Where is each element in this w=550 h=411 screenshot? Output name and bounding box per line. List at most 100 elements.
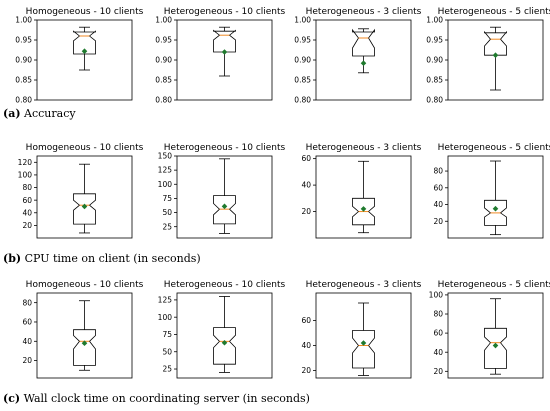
- y-tick-label: 20: [433, 367, 443, 376]
- y-tick-label: 80: [433, 167, 443, 176]
- plot-frame: [176, 292, 273, 379]
- box: [484, 327, 507, 369]
- subfigure-caption-text: Wall clock time on coordinating server (…: [20, 392, 310, 405]
- y-tick-label: 125: [158, 166, 173, 175]
- y-tick-label: 40: [22, 208, 32, 217]
- box: [484, 199, 507, 226]
- y-tick-label: 20: [301, 207, 311, 216]
- mean-marker: [492, 52, 499, 58]
- subfigure-caption-text: Accuracy: [21, 107, 77, 120]
- y-tick-label: 0.90: [155, 56, 172, 65]
- y-tick-label: 100: [18, 171, 33, 180]
- chart-title: Heterogeneous - 10 clients: [164, 7, 286, 17]
- mean-marker: [81, 48, 88, 54]
- y-tick-label: 75: [162, 330, 172, 339]
- y-tick-label: 0.90: [426, 56, 443, 65]
- chart-title: Homogeneous - 10 clients: [26, 7, 144, 17]
- chart-panel: Homogeneous - 10 clients 0.80 0.85 0.90 0.95…: [15, 7, 143, 105]
- chart-panel: Heterogeneous - 5 clients 0.80 0.85 0.90 0.9…: [426, 7, 550, 105]
- chart-panel: Heterogeneous - 3 clients 20 40 60: [301, 280, 422, 379]
- y-tick-label: 1.00: [155, 16, 172, 25]
- y-tick-label: 0.90: [294, 56, 311, 65]
- box: [352, 197, 375, 226]
- mean-marker: [492, 342, 499, 349]
- y-tick-label: 25: [162, 365, 172, 374]
- y-tick-label: 40: [22, 337, 32, 346]
- chart-panel: Heterogeneous - 3 clients 0.80 0.85 0.90 0.9…: [294, 7, 421, 105]
- plot-frame: [447, 292, 544, 379]
- y-tick-label: 80: [22, 183, 32, 192]
- y-tick-label: 40: [301, 341, 311, 350]
- chart-row-3: Homogeneous - 10 clients20406080Heteroge…: [3, 280, 550, 405]
- subfigure-label: (a): [3, 107, 21, 120]
- y-tick-label: 0.80: [426, 96, 443, 105]
- y-tick-label: 60: [433, 183, 443, 192]
- subfigure-caption: (b) CPU time on client (in seconds): [3, 252, 201, 265]
- mean-marker: [360, 340, 367, 346]
- y-tick-label: 80: [433, 310, 443, 319]
- y-tick-label: 0.95: [15, 36, 32, 45]
- y-tick-label: 50: [162, 208, 172, 217]
- subfigure-label: (b): [3, 252, 21, 265]
- y-tick-label: 0.85: [15, 76, 32, 85]
- y-tick-label: 20: [22, 356, 32, 365]
- plot-frame: [315, 155, 412, 239]
- chart-title: Heterogeneous - 3 clients: [306, 143, 422, 153]
- y-tick-label: 20: [301, 366, 311, 375]
- y-tick-label: 0.80: [15, 96, 32, 105]
- subfigure-caption: (c) Wall clock time on coordinating serv…: [3, 392, 310, 405]
- plot-frame: [315, 19, 412, 101]
- box: [352, 28, 375, 57]
- chart-title: Heterogeneous - 5 clients: [438, 143, 550, 153]
- y-tick-label: 1.00: [294, 16, 311, 25]
- y-tick-label: 40: [433, 348, 443, 357]
- box: [213, 29, 236, 53]
- y-tick-label: 60: [301, 154, 311, 163]
- y-tick-label: 0.95: [294, 36, 311, 45]
- plot-frame: [447, 155, 544, 239]
- plot-frame: [315, 292, 412, 379]
- mean-marker: [221, 339, 228, 346]
- y-tick-label: 40: [301, 181, 311, 190]
- chart-panel: Heterogeneous - 10 clients 25 50 75 100 125 15…: [158, 143, 286, 239]
- plot-frame: [176, 155, 273, 239]
- chart-panel: Heterogeneous - 5 clients 20 40 60 80 100: [429, 280, 550, 379]
- y-tick-label: 0.80: [294, 96, 311, 105]
- y-tick-label: 0.85: [426, 76, 443, 85]
- y-tick-label: 100: [429, 291, 444, 300]
- y-tick-label: 125: [158, 296, 173, 305]
- chart-panel: Heterogeneous - 10 clients 0.80 0.85 0.90 0.…: [155, 7, 285, 105]
- mean-marker: [360, 206, 367, 212]
- chart-title: Heterogeneous - 3 clients: [306, 7, 422, 17]
- mean-marker: [492, 205, 499, 212]
- box: [73, 30, 96, 55]
- subfigure-caption-text: CPU time on client (in seconds): [21, 252, 201, 265]
- mean-marker: [360, 60, 367, 66]
- y-tick-label: 0.95: [155, 36, 172, 45]
- box: [213, 195, 236, 225]
- mean-marker: [81, 340, 88, 347]
- y-tick-label: 0.90: [15, 56, 32, 65]
- chart-title: Heterogeneous - 10 clients: [164, 280, 286, 290]
- mean-marker: [221, 49, 228, 55]
- y-tick-label: 120: [18, 158, 33, 167]
- y-tick-label: 40: [433, 200, 443, 209]
- y-tick-label: 0.95: [426, 36, 443, 45]
- y-tick-label: 1.00: [15, 16, 32, 25]
- mean-marker: [221, 203, 228, 210]
- chart-title: Heterogeneous - 10 clients: [164, 143, 286, 153]
- y-tick-label: 1.00: [426, 16, 443, 25]
- box: [73, 329, 96, 366]
- chart-panel: Homogeneous - 10 clients 20 40 60 80 100 120: [18, 143, 144, 239]
- chart-title: Heterogeneous - 5 clients: [438, 280, 550, 290]
- chart-title: Homogeneous - 10 clients: [26, 280, 144, 290]
- y-tick-label: 150: [158, 152, 173, 161]
- plot-frame: [36, 292, 133, 379]
- box: [484, 30, 507, 56]
- mean-marker: [81, 203, 88, 210]
- chart-title: Heterogeneous - 5 clients: [438, 7, 550, 17]
- box: [73, 193, 96, 225]
- chart-title: Homogeneous - 10 clients: [26, 143, 144, 153]
- y-tick-label: 25: [162, 222, 172, 231]
